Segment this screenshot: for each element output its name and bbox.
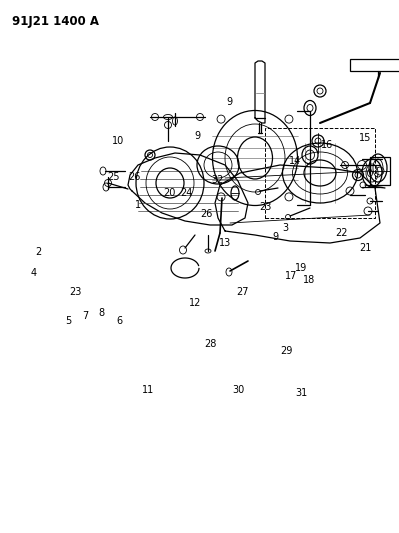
Text: 15: 15 — [359, 133, 371, 142]
Text: 16: 16 — [321, 140, 333, 150]
Text: 5: 5 — [65, 316, 71, 326]
Bar — [370, 157, 390, 185]
Text: 20: 20 — [163, 188, 176, 198]
Bar — [350, 59, 399, 71]
Text: 26: 26 — [128, 172, 141, 182]
Text: 31: 31 — [295, 389, 307, 398]
Text: 3: 3 — [282, 223, 288, 233]
Text: 14: 14 — [289, 156, 301, 166]
Text: 26: 26 — [200, 209, 213, 219]
Text: 10: 10 — [112, 136, 124, 146]
Text: 2: 2 — [35, 247, 41, 256]
Text: 27: 27 — [236, 287, 249, 297]
Text: 13: 13 — [219, 238, 231, 247]
Text: 23: 23 — [259, 202, 272, 212]
Text: 9: 9 — [272, 232, 279, 242]
Text: 91J21 1400 A: 91J21 1400 A — [12, 15, 99, 28]
Text: 29: 29 — [280, 346, 293, 356]
Text: 9: 9 — [194, 131, 201, 141]
Text: 21: 21 — [359, 243, 371, 253]
Bar — [265, 128, 375, 218]
Text: 22: 22 — [335, 229, 348, 238]
Text: 24: 24 — [180, 188, 193, 198]
Text: 28: 28 — [204, 339, 217, 349]
Text: 12: 12 — [189, 298, 202, 308]
Text: 23: 23 — [69, 287, 82, 297]
Text: 8: 8 — [99, 309, 105, 318]
Text: 9: 9 — [226, 98, 233, 107]
Text: 30: 30 — [233, 385, 245, 395]
Text: 25: 25 — [107, 172, 120, 182]
Text: 4: 4 — [31, 268, 37, 278]
Text: 6: 6 — [117, 316, 123, 326]
Text: 11: 11 — [142, 385, 154, 395]
Text: 7: 7 — [83, 311, 89, 320]
Text: 17: 17 — [285, 271, 298, 281]
Text: 1: 1 — [134, 200, 141, 210]
Text: 32: 32 — [211, 175, 224, 185]
Text: 18: 18 — [303, 275, 315, 285]
Text: 19: 19 — [295, 263, 307, 272]
